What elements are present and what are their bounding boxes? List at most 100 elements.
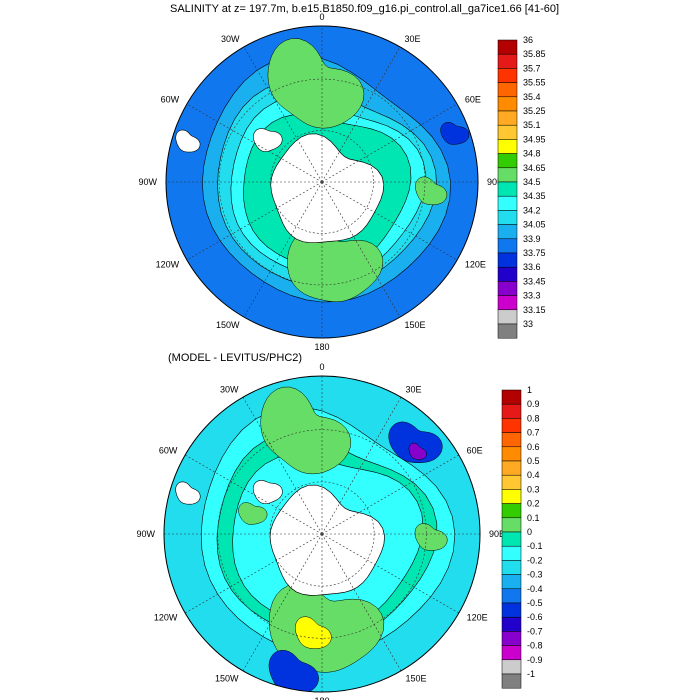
- peninsula-landmass: [252, 128, 283, 152]
- colorbar-label: 33.6: [523, 262, 541, 272]
- longitude-label: 150W: [216, 320, 240, 330]
- field-patch: [295, 616, 332, 649]
- longitude-label: 150W: [215, 674, 239, 684]
- colorbar-label: 0.6: [527, 442, 540, 452]
- difference-colorbar: 1 0.9 0.8 0.7 0.6 0.5 0.4 0.3 0.2 0.1 0 -0.1 -0.2 -0.…: [501, 385, 543, 689]
- longitude-label: 120W: [154, 613, 178, 623]
- colorbar-label: -0.5: [527, 598, 543, 608]
- colorbar-box: [501, 432, 522, 448]
- colorbar-label: 0.2: [527, 499, 540, 509]
- longitude-label: 30W: [220, 384, 239, 394]
- colorbar-box: [497, 195, 518, 211]
- colorbar-label: 33.3: [523, 291, 541, 301]
- colorbar-label: 34.65: [523, 163, 546, 173]
- colorbar-box: [501, 588, 522, 604]
- colorbar-box: [497, 252, 518, 268]
- colorbar-label: -0.9: [527, 655, 543, 665]
- colorbar-box: [497, 124, 518, 140]
- colorbar-box: [497, 266, 518, 282]
- colorbar-box: [501, 446, 522, 462]
- colorbar-label: -0.2: [527, 555, 543, 565]
- colorbar-label: 35.85: [523, 49, 546, 59]
- graticule: [166, 26, 478, 338]
- field-patch: [408, 442, 427, 460]
- longitude-label: 60W: [159, 446, 178, 456]
- colorbar-label: 33.15: [523, 305, 546, 315]
- field-patch: [267, 38, 365, 129]
- field-patch: [414, 523, 448, 551]
- longitude-label: 120E: [465, 260, 486, 270]
- colorbar-label: 36: [523, 35, 533, 45]
- colorbar-label: -0.1: [527, 541, 543, 551]
- colorbar-box: [501, 545, 522, 561]
- colorbar-box: [497, 181, 518, 197]
- colorbar-box: [497, 39, 518, 55]
- longitude-label: 60W: [161, 95, 180, 105]
- colorbar-box: [501, 418, 522, 433]
- colorbar-box: [497, 139, 518, 154]
- colorbar-box: [501, 517, 522, 533]
- colorbar-box: [497, 224, 518, 240]
- longitude-label: 90E: [489, 529, 505, 539]
- longitude-label: 60E: [467, 446, 483, 456]
- colorbar-box: [501, 659, 522, 675]
- colorbar-box: [501, 673, 522, 689]
- colorbar-box: [501, 574, 522, 590]
- salinity-map: 0 30E 60E 90E 120E 150E 180 150W 120W 90W 60W 30W: [138, 12, 503, 352]
- colorbar-box: [501, 460, 522, 476]
- colorbar-label: 34.35: [523, 191, 546, 201]
- colorbar-label: 35.4: [523, 92, 541, 102]
- top-panel-title: SALINITY at z= 197.7m, b.e15.B1850.f09_g…: [170, 3, 560, 15]
- colorbar-label: -0.4: [527, 584, 543, 594]
- colorbar-label: 35.55: [523, 78, 546, 88]
- south-america-landmass: [175, 481, 201, 505]
- longitude-label: 0: [319, 12, 324, 22]
- colorbar-label: 35.7: [523, 63, 541, 73]
- colorbar-box: [497, 295, 518, 311]
- colorbar-label: -0.7: [527, 626, 543, 636]
- longitude-label: 90W: [136, 529, 155, 539]
- longitude-label: 90E: [487, 177, 503, 187]
- longitude-label: 90W: [138, 177, 157, 187]
- colorbar-label: -1: [527, 669, 535, 679]
- colorbar-box: [497, 153, 518, 169]
- colorbar-label: 0.7: [527, 428, 540, 438]
- colorbar-label: 0.8: [527, 413, 540, 423]
- colorbar-label: 0.3: [527, 484, 540, 494]
- field-patch: [268, 583, 385, 673]
- colorbar-label: -0.6: [527, 612, 543, 622]
- colorbar-box: [497, 210, 518, 225]
- colorbar-label: -0.3: [527, 570, 543, 580]
- longitude-label: 120W: [156, 260, 180, 270]
- colorbar-box: [497, 68, 518, 83]
- longitude-label: 0: [319, 362, 324, 372]
- longitude-label: 150E: [406, 674, 427, 684]
- peninsula-landmass: [252, 480, 283, 505]
- colorbar-label: 33.9: [523, 234, 541, 244]
- colorbar-box: [497, 238, 518, 254]
- colorbar-box: [501, 631, 522, 646]
- difference-map: 0 30E 60E 90E 120E 150E 180 150W 120W 90W 60W 30W: [136, 362, 505, 700]
- colorbar-box: [501, 389, 522, 405]
- colorbar-label: 33: [523, 319, 533, 329]
- colorbar-label: 0: [527, 527, 532, 537]
- longitude-label: 180: [314, 696, 329, 700]
- field-patch: [260, 386, 352, 475]
- field-patch: [440, 122, 470, 145]
- south-america-landmass: [175, 129, 201, 153]
- longitude-label: 30E: [405, 34, 421, 44]
- graticule: [164, 376, 480, 692]
- colorbar-box: [501, 503, 522, 519]
- salinity-colorbar: 36 35.85 35.7 35.55 35.4 35.25 35.1 34.95 34.8 34…: [497, 35, 546, 339]
- map-boundary: [165, 25, 479, 339]
- colorbar-label: 34.2: [523, 205, 541, 215]
- antarctica-landmass: [270, 133, 385, 244]
- field-patch: [287, 229, 384, 303]
- colorbar-label: 35.25: [523, 106, 546, 116]
- colorbar-box: [501, 489, 522, 504]
- colorbar-box: [501, 616, 522, 632]
- colorbar-box: [501, 474, 522, 490]
- colorbar-label: -0.8: [527, 641, 543, 651]
- colorbar-label: 0.1: [527, 513, 540, 523]
